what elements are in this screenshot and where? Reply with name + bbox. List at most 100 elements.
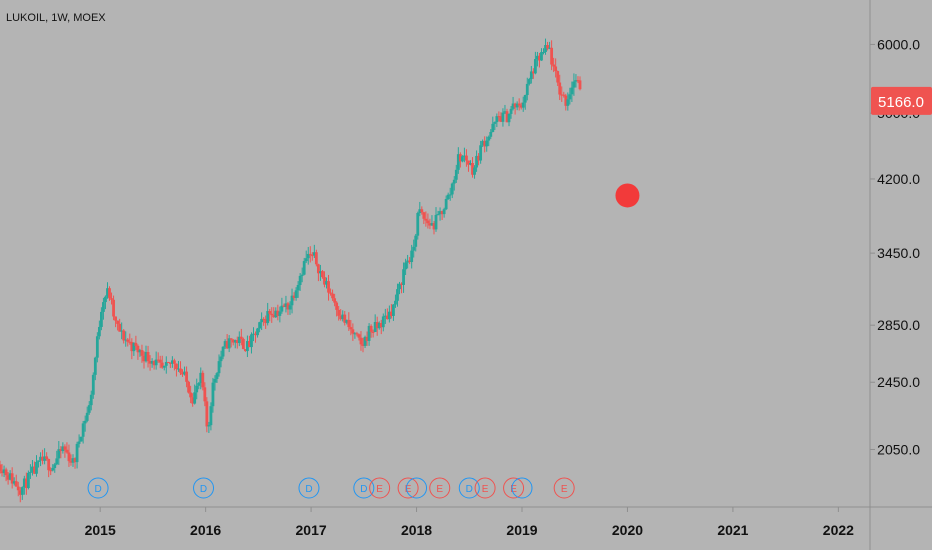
x-tick-label: 2017 [296, 522, 327, 538]
candle-body [489, 131, 493, 137]
candle-body [142, 355, 146, 362]
earnings-marker [369, 477, 391, 499]
candle-body [392, 304, 395, 316]
candle-body [170, 360, 174, 364]
dividend-marker [298, 477, 320, 499]
candle-body [93, 357, 97, 375]
candle-body [35, 461, 38, 474]
candle-body [558, 82, 562, 95]
candle-body [550, 47, 554, 65]
candle-body [310, 255, 314, 257]
candle-body [337, 309, 341, 316]
candle-body [420, 209, 424, 213]
candle-body [499, 116, 503, 122]
candle-body [321, 271, 324, 278]
candle-body [471, 163, 474, 175]
candle-body [266, 311, 270, 324]
candle-body [568, 94, 572, 100]
candle-body [475, 155, 478, 168]
candle-body [227, 338, 231, 349]
candle-body [485, 140, 489, 147]
candle-body [446, 194, 450, 199]
candle-body [509, 108, 513, 114]
candle-body [416, 213, 420, 236]
candle-body [166, 361, 170, 363]
candle-body [523, 95, 527, 103]
candle-body [168, 362, 172, 364]
candle-body [221, 346, 225, 357]
candle-body [505, 111, 509, 123]
candle-body [6, 475, 10, 480]
candle-body [552, 64, 556, 67]
x-tick-label: 2020 [612, 522, 643, 538]
candle-body [59, 449, 63, 452]
candle-body [79, 436, 83, 442]
candle-body [197, 383, 201, 386]
x-tick-label: 2019 [506, 522, 537, 538]
candle-body [229, 338, 233, 340]
candle-body [219, 356, 223, 362]
candle-body [164, 361, 168, 366]
candle-body [73, 458, 77, 463]
candle-body [26, 472, 30, 489]
event-marker-label: E [510, 484, 517, 495]
candle-body [241, 339, 245, 350]
candle-body [467, 160, 470, 165]
x-tick-label: 2018 [401, 522, 432, 538]
candle-body [122, 330, 126, 341]
candle-body [118, 323, 122, 332]
candle-body [536, 55, 539, 60]
candle-body [231, 339, 235, 343]
candle-body [497, 116, 501, 118]
candle-body [280, 305, 284, 312]
candle-body [323, 277, 326, 285]
candle-body [349, 327, 353, 330]
candle-body [140, 350, 144, 356]
candle-body [97, 326, 101, 337]
candle-body [560, 94, 564, 96]
candle-body [77, 441, 81, 444]
candle-body [270, 313, 274, 316]
candle-body [292, 295, 296, 298]
candle-body [424, 218, 428, 221]
candle-body [16, 486, 20, 491]
candle-body [65, 449, 69, 453]
candle-body [83, 420, 87, 424]
symbol-label[interactable]: LUKOIL, 1W, MOEX [6, 12, 106, 24]
candle-body [400, 283, 403, 285]
candle-body [434, 214, 438, 230]
candle-body [246, 341, 249, 352]
candle-body [85, 412, 89, 421]
candle-body [102, 302, 105, 312]
candle-body [158, 359, 162, 363]
candle-body [278, 311, 282, 316]
candle-body [375, 322, 379, 329]
event-marker-label: D [305, 484, 312, 495]
candle-body [341, 314, 345, 320]
candle-body [154, 359, 158, 366]
candle-body [49, 470, 53, 472]
candle-body [312, 252, 316, 256]
candle-body [463, 155, 466, 157]
candle-body [173, 360, 176, 364]
candle-body [477, 155, 481, 161]
candle-body [144, 352, 148, 362]
event-marker-label: E [376, 484, 383, 495]
candle-body [440, 211, 444, 215]
candle-body [156, 359, 160, 361]
candle-body [456, 154, 460, 170]
candle-body [99, 311, 103, 327]
last-price-label: 5166.0 [878, 94, 924, 111]
candle-body [369, 325, 373, 332]
candle-body [418, 209, 422, 214]
candle-body [136, 345, 140, 353]
dividend-marker [87, 477, 109, 499]
candle-body [483, 140, 487, 147]
candle-body [465, 155, 468, 161]
candle-body [47, 459, 51, 471]
candle-body [546, 45, 549, 49]
candle-body [203, 387, 207, 402]
candle-body [108, 288, 111, 299]
candle-body [183, 371, 186, 375]
